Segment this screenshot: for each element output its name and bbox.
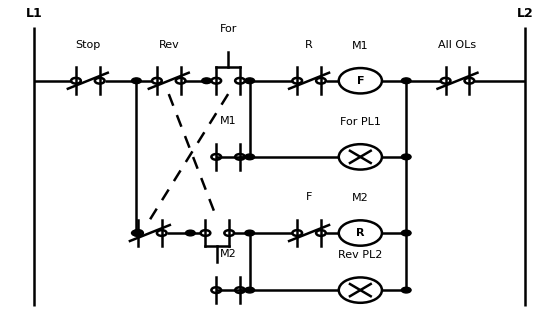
- Text: Rev: Rev: [158, 40, 179, 50]
- Circle shape: [132, 78, 141, 83]
- Text: F: F: [306, 192, 312, 202]
- Text: R: R: [305, 40, 313, 50]
- Text: Rev PL2: Rev PL2: [338, 250, 383, 260]
- Circle shape: [401, 230, 411, 236]
- Circle shape: [185, 230, 195, 236]
- Circle shape: [202, 78, 212, 83]
- Circle shape: [245, 230, 255, 236]
- Circle shape: [245, 78, 255, 83]
- Circle shape: [245, 154, 255, 160]
- Text: R: R: [356, 228, 364, 238]
- Text: For PL1: For PL1: [340, 117, 381, 127]
- Text: M1: M1: [352, 41, 369, 51]
- Text: L1: L1: [25, 7, 42, 21]
- Text: L2: L2: [517, 7, 533, 21]
- Text: F: F: [357, 76, 364, 86]
- Text: All OLs: All OLs: [438, 40, 477, 50]
- Circle shape: [401, 78, 411, 83]
- Text: Stop: Stop: [75, 40, 100, 50]
- Circle shape: [245, 287, 255, 293]
- Circle shape: [401, 287, 411, 293]
- Circle shape: [401, 154, 411, 160]
- Text: M1: M1: [220, 116, 236, 126]
- Text: M2: M2: [352, 193, 369, 203]
- Circle shape: [132, 230, 141, 236]
- Text: M2: M2: [220, 249, 237, 259]
- Text: For: For: [219, 24, 237, 34]
